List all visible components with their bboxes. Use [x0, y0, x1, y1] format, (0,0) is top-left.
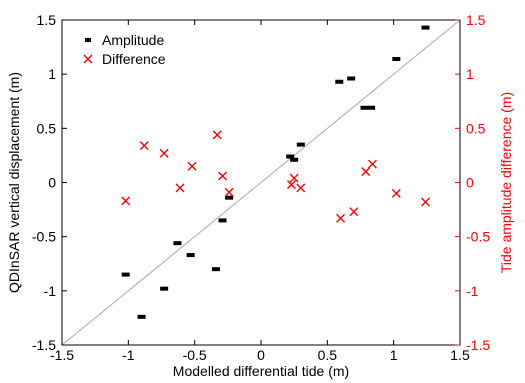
difference-point: [350, 208, 358, 216]
right-y-tick-label: -1.5: [466, 337, 490, 353]
difference-point: [122, 197, 130, 205]
amplitude-point: [422, 26, 430, 30]
amplitude-point: [297, 143, 305, 147]
difference-point: [188, 162, 196, 170]
legend-label-difference: Difference: [102, 51, 166, 67]
x-tick-label: 1: [390, 347, 398, 363]
left-y-tick-label: -0.5: [32, 229, 56, 245]
x-tick-label: -1: [122, 347, 135, 363]
amplitude-point: [392, 57, 400, 61]
x-tick-label: -0.5: [183, 347, 207, 363]
legend-label-amplitude: Amplitude: [102, 32, 164, 48]
x-tick-label: 0.5: [318, 347, 338, 363]
amplitude-point: [219, 218, 227, 222]
difference-point: [219, 172, 227, 180]
difference-point: [422, 198, 430, 206]
difference-point: [337, 214, 345, 222]
legend-marker-amplitude: [85, 38, 91, 42]
amplitude-point: [138, 315, 146, 319]
data-marks: [122, 26, 430, 319]
left-y-tick-label: 1: [48, 66, 56, 82]
axis-ticks: -1.5 -1 -0.5 0 0.5 1 1.5-1.5-1-0.500.511.5-1.5…: [32, 12, 490, 363]
amplitude-point: [160, 287, 168, 291]
reference-line-y-equals-x: [62, 20, 460, 345]
legend-marker-difference: [84, 55, 92, 63]
difference-point: [392, 189, 400, 197]
difference-point: [362, 168, 370, 176]
left-y-tick-label: 0.5: [37, 120, 57, 136]
x-tick-label: 0: [257, 347, 265, 363]
left-y-tick-label: 1.5: [37, 12, 57, 28]
right-y-tick-label: -1: [466, 283, 479, 299]
left-y-tick-label: -1.5: [32, 337, 56, 353]
left-y-tick-label: -1: [44, 283, 57, 299]
amplitude-point: [335, 80, 343, 84]
difference-point: [288, 181, 296, 189]
left-y-tick-label: 0: [48, 175, 56, 191]
amplitude-point: [173, 241, 181, 245]
right-y-tick-label: 0: [466, 175, 474, 191]
x-axis-title: Modelled differential tide (m): [173, 363, 349, 379]
amplitude-point: [122, 273, 130, 277]
difference-point: [160, 149, 168, 157]
difference-point: [297, 184, 305, 192]
difference-point: [176, 184, 184, 192]
right-y-axis-title: Tide amplitude difference (m): [498, 92, 514, 273]
left-y-axis-title: QDInSAR vertical displacement (m): [6, 72, 22, 293]
difference-point: [290, 174, 298, 182]
right-y-tick-label: -0.5: [466, 229, 490, 245]
amplitude-point: [187, 253, 195, 257]
difference-point: [213, 131, 221, 139]
right-y-tick-label: 1.5: [466, 12, 486, 28]
right-y-tick-label: 0.5: [466, 120, 486, 136]
difference-point: [140, 142, 148, 150]
amplitude-point: [290, 158, 298, 162]
amplitude-point: [367, 106, 375, 110]
difference-point: [368, 160, 376, 168]
amplitude-point: [225, 196, 233, 200]
difference-point: [225, 188, 233, 196]
legend: Amplitude Difference: [84, 32, 166, 67]
amplitude-point: [347, 77, 355, 81]
amplitude-point: [212, 267, 220, 271]
right-y-tick-label: 1: [466, 66, 474, 82]
